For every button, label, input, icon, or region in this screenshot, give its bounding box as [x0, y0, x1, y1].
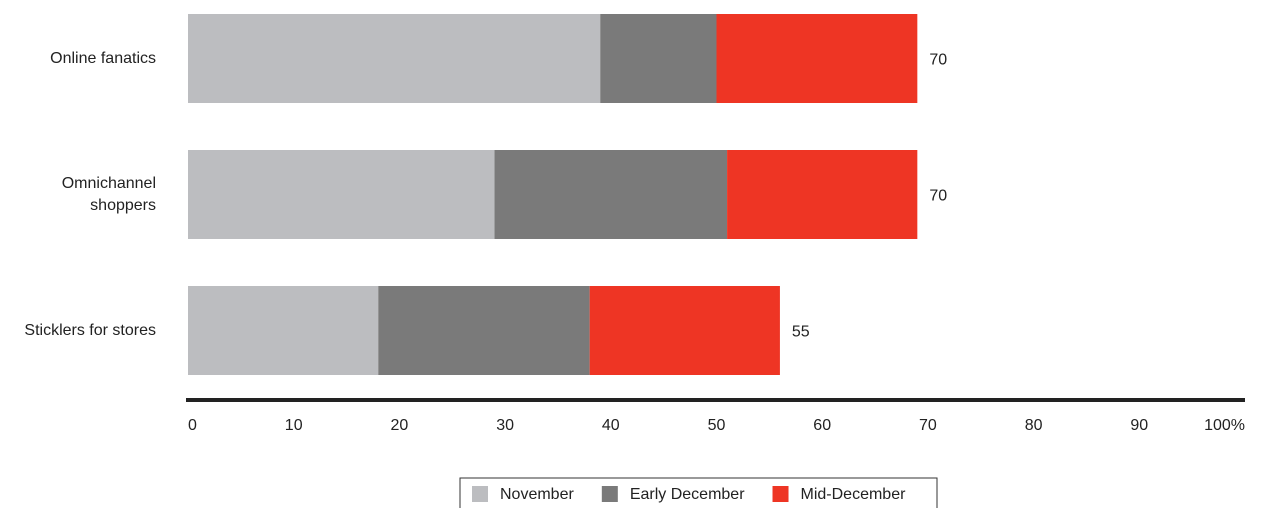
legend-swatch [772, 486, 789, 502]
x-tick-label: 90 [1130, 417, 1148, 434]
bar-segment [494, 150, 728, 239]
bar-segment [188, 150, 495, 239]
total-label: 70 [929, 188, 947, 205]
x-tick-label: 100% [1204, 417, 1245, 434]
bar-segment [716, 14, 918, 103]
x-tick-label: 40 [602, 417, 620, 434]
legend-label: Mid-December [801, 486, 907, 503]
category-label: Online fanatics [50, 49, 156, 67]
x-tick-label: 10 [285, 417, 303, 434]
x-tick-label: 70 [919, 417, 937, 434]
bar-segment [600, 14, 717, 103]
legend-label: Early December [630, 486, 745, 503]
x-tick-label: 20 [391, 417, 409, 434]
x-tick-label: 50 [708, 417, 726, 434]
legend-label: November [500, 486, 574, 503]
bar-segment [378, 286, 590, 375]
bar-segment [589, 286, 780, 375]
x-tick-label: 0 [188, 417, 197, 434]
legend-swatch [601, 486, 618, 502]
category-label: Sticklers for stores [24, 321, 156, 339]
bar-segment [188, 286, 379, 375]
total-label: 70 [929, 52, 947, 69]
x-tick-label: 30 [496, 417, 514, 434]
bar-segment [188, 14, 601, 103]
category-label: Omnichannel shoppers [61, 174, 156, 214]
total-label: 55 [792, 324, 810, 341]
x-tick-label: 80 [1025, 417, 1043, 434]
legend-swatch [472, 486, 488, 502]
bar-segment [727, 150, 918, 239]
x-tick-label: 60 [813, 417, 831, 434]
legend-box [459, 477, 938, 508]
